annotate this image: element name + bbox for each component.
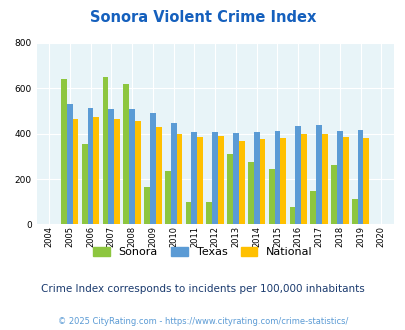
Bar bbox=[135, 121, 141, 224]
Bar bbox=[217, 136, 223, 224]
Bar bbox=[191, 132, 197, 224]
Bar bbox=[342, 137, 347, 224]
Bar bbox=[197, 137, 202, 224]
Bar bbox=[108, 109, 114, 224]
Bar bbox=[330, 165, 336, 224]
Bar bbox=[336, 131, 342, 224]
Bar bbox=[212, 132, 217, 224]
Bar bbox=[268, 169, 274, 224]
Bar bbox=[301, 134, 306, 224]
Text: Crime Index corresponds to incidents per 100,000 inhabitants: Crime Index corresponds to incidents per… bbox=[41, 284, 364, 294]
Bar bbox=[72, 119, 78, 224]
Bar bbox=[123, 84, 129, 224]
Bar bbox=[149, 113, 156, 224]
Bar bbox=[232, 133, 238, 224]
Bar bbox=[315, 125, 321, 224]
Bar bbox=[238, 141, 244, 224]
Bar bbox=[176, 134, 182, 224]
Bar bbox=[280, 138, 286, 224]
Bar bbox=[227, 154, 232, 224]
Bar bbox=[247, 162, 253, 224]
Bar bbox=[289, 207, 294, 224]
Text: © 2025 CityRating.com - https://www.cityrating.com/crime-statistics/: © 2025 CityRating.com - https://www.city… bbox=[58, 317, 347, 326]
Bar bbox=[253, 132, 259, 224]
Bar bbox=[351, 199, 357, 224]
Bar bbox=[114, 119, 120, 224]
Bar bbox=[61, 79, 67, 224]
Bar bbox=[82, 144, 87, 224]
Bar bbox=[362, 138, 369, 224]
Bar bbox=[185, 202, 191, 224]
Bar bbox=[156, 127, 161, 224]
Bar bbox=[294, 126, 301, 224]
Bar bbox=[357, 130, 362, 224]
Legend: Sonora, Texas, National: Sonora, Texas, National bbox=[88, 242, 317, 262]
Bar bbox=[164, 171, 171, 224]
Bar bbox=[259, 139, 265, 224]
Bar bbox=[309, 191, 315, 224]
Bar bbox=[144, 187, 149, 224]
Bar bbox=[206, 202, 212, 224]
Bar bbox=[321, 134, 327, 224]
Bar bbox=[171, 123, 176, 224]
Bar bbox=[67, 104, 72, 224]
Text: Sonora Violent Crime Index: Sonora Violent Crime Index bbox=[90, 10, 315, 25]
Bar bbox=[93, 117, 99, 224]
Bar bbox=[102, 77, 108, 224]
Bar bbox=[274, 131, 280, 224]
Bar bbox=[129, 109, 135, 224]
Bar bbox=[87, 108, 93, 224]
